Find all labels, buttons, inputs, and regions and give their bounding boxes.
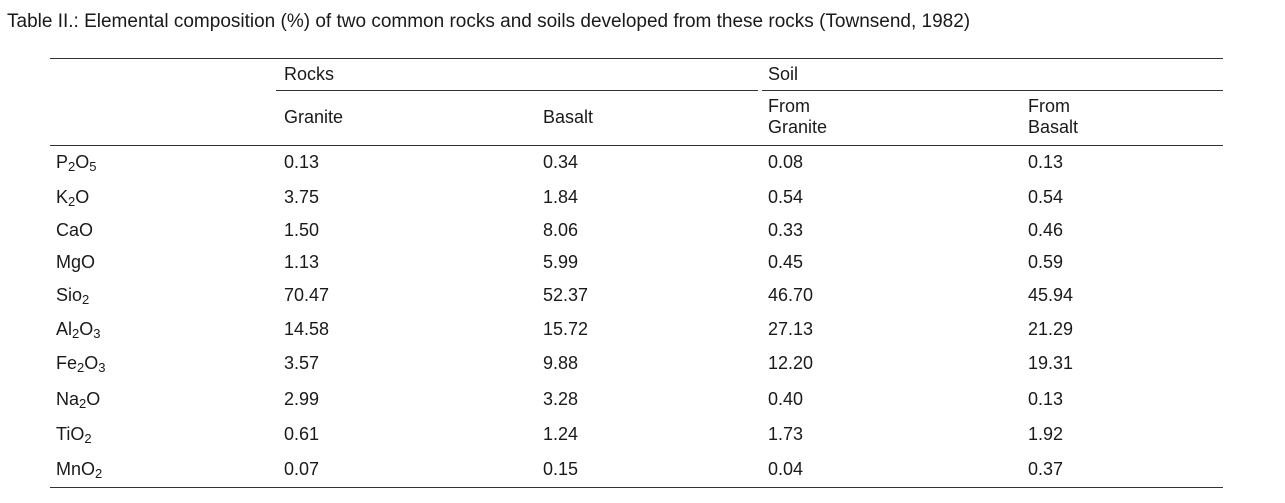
- row-compound-label: P2O5: [56, 152, 97, 174]
- cell-soil-from-granite: 27.13: [768, 319, 814, 339]
- cell-soil-from-basalt: 0.54: [1028, 187, 1064, 207]
- cell-soil-from-basalt: 0.37: [1028, 459, 1064, 479]
- cell-soil-from-granite: 0.45: [768, 252, 804, 272]
- cell-basalt: 9.88: [543, 353, 579, 373]
- cell-basalt: 1.24: [543, 424, 579, 444]
- cell-soil-from-granite: 1.73: [768, 424, 804, 444]
- cell-basalt: 8.06: [543, 220, 579, 240]
- group-header-soil: Soil: [768, 64, 799, 84]
- cell-soil-from-granite: 0.08: [768, 152, 804, 172]
- cell-granite: 3.57: [284, 353, 320, 373]
- row-compound-label: TiO2: [56, 424, 92, 446]
- bottom-rule: [50, 487, 1223, 488]
- table-caption: Table II.: Elemental composition (%) of …: [7, 11, 971, 32]
- column-header-soil-from-granite: From Granite: [768, 96, 828, 137]
- row-compound-label: Sio2: [56, 285, 90, 307]
- cell-soil-from-granite: 0.04: [768, 459, 804, 479]
- cell-granite: 2.99: [284, 389, 320, 409]
- cell-soil-from-granite: 12.20: [768, 353, 814, 373]
- row-compound-label: Na2O: [56, 389, 101, 411]
- row-compound-label: MgO: [56, 252, 96, 272]
- cell-basalt: 0.34: [543, 152, 579, 172]
- column-header-granite: Granite: [284, 107, 344, 127]
- cell-soil-from-granite: 0.54: [768, 187, 804, 207]
- soil-group-rule: [762, 90, 1223, 91]
- cell-soil-from-basalt: 45.94: [1028, 285, 1074, 305]
- row-compound-label: CaO: [56, 220, 94, 240]
- cell-soil-from-basalt: 19.31: [1028, 353, 1074, 373]
- cell-soil-from-basalt: 1.92: [1028, 424, 1064, 444]
- cell-granite: 14.58: [284, 319, 330, 339]
- cell-basalt: 3.28: [543, 389, 579, 409]
- cell-basalt: 5.99: [543, 252, 579, 272]
- cell-granite: 1.50: [284, 220, 320, 240]
- cell-soil-from-granite: 0.40: [768, 389, 804, 409]
- cell-granite: 0.61: [284, 424, 320, 444]
- row-compound-label: MnO2: [56, 459, 103, 481]
- cell-granite: 3.75: [284, 187, 320, 207]
- rocks-group-rule: [276, 90, 758, 91]
- cell-soil-from-basalt: 21.29: [1028, 319, 1074, 339]
- cell-granite: 70.47: [284, 285, 330, 305]
- row-compound-label: Al2O3: [56, 319, 101, 341]
- row-compound-label: Fe2O3: [56, 353, 106, 375]
- cell-soil-from-granite: 46.70: [768, 285, 814, 305]
- row-compound-label: K2O: [56, 187, 90, 209]
- cell-soil-from-basalt: 0.13: [1028, 389, 1064, 409]
- cell-soil-from-granite: 0.33: [768, 220, 804, 240]
- column-header-basalt: Basalt: [543, 107, 594, 127]
- cell-basalt: 1.84: [543, 187, 579, 207]
- column-header-soil-from-basalt: From Basalt: [1028, 96, 1079, 137]
- cell-granite: 0.07: [284, 459, 320, 479]
- header-bottom-rule: [50, 145, 1223, 146]
- cell-basalt: 52.37: [543, 285, 589, 305]
- cell-soil-from-basalt: 0.59: [1028, 252, 1064, 272]
- cell-soil-from-basalt: 0.46: [1028, 220, 1064, 240]
- top-rule: [50, 58, 1223, 59]
- cell-soil-from-basalt: 0.13: [1028, 152, 1064, 172]
- group-header-rocks: Rocks: [284, 64, 335, 84]
- cell-granite: 0.13: [284, 152, 320, 172]
- cell-basalt: 15.72: [543, 319, 589, 339]
- cell-granite: 1.13: [284, 252, 320, 272]
- cell-basalt: 0.15: [543, 459, 579, 479]
